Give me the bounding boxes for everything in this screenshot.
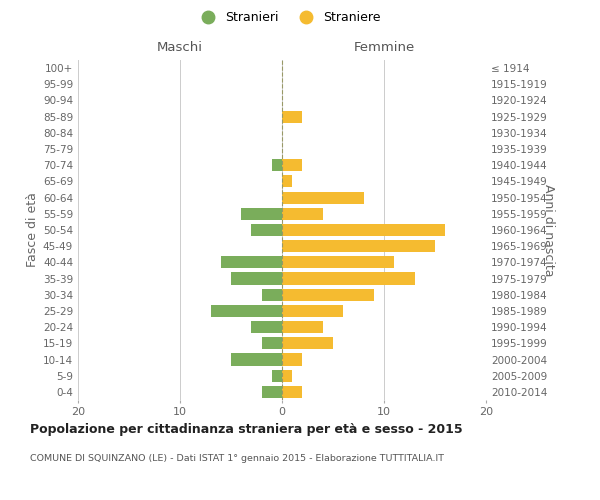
Bar [282,338,333,349]
Bar [282,305,343,317]
Bar [262,288,282,301]
Y-axis label: Anni di nascita: Anni di nascita [542,184,554,276]
Bar [282,354,302,366]
Bar [251,321,282,333]
Bar [282,272,415,284]
Bar [221,256,282,268]
Bar [231,354,282,366]
Bar [282,176,292,188]
Bar [282,256,394,268]
Bar [282,240,435,252]
Bar [262,386,282,398]
Bar [282,110,302,122]
Bar [211,305,282,317]
Text: COMUNE DI SQUINZANO (LE) - Dati ISTAT 1° gennaio 2015 - Elaborazione TUTTITALIA.: COMUNE DI SQUINZANO (LE) - Dati ISTAT 1°… [30,454,444,463]
Legend: Stranieri, Straniere: Stranieri, Straniere [190,6,386,29]
Bar [282,159,302,172]
Bar [251,224,282,236]
Bar [282,208,323,220]
Bar [282,321,323,333]
Bar [241,208,282,220]
Bar [282,370,292,382]
Bar [272,159,282,172]
Bar [282,192,364,203]
Text: Maschi: Maschi [157,40,203,54]
Y-axis label: Fasce di età: Fasce di età [26,192,39,268]
Bar [272,370,282,382]
Text: Popolazione per cittadinanza straniera per età e sesso - 2015: Popolazione per cittadinanza straniera p… [30,422,463,436]
Bar [282,386,302,398]
Bar [262,338,282,349]
Bar [282,224,445,236]
Bar [231,272,282,284]
Text: Femmine: Femmine [353,40,415,54]
Bar [282,288,374,301]
